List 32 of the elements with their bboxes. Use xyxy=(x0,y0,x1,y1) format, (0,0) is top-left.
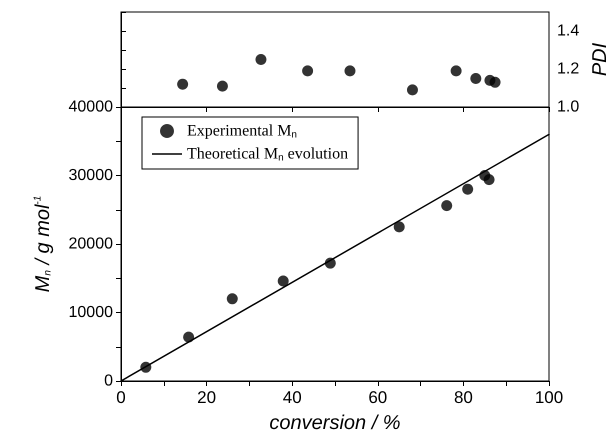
point xyxy=(470,73,482,84)
point xyxy=(278,275,289,286)
point xyxy=(450,65,462,76)
point xyxy=(394,221,405,232)
point xyxy=(216,80,228,92)
point xyxy=(484,174,495,186)
x-tick-label: 100 xyxy=(534,388,564,407)
point xyxy=(344,65,356,76)
y-axis-title: PDI xyxy=(589,42,611,76)
point xyxy=(302,65,314,76)
point xyxy=(255,54,266,65)
y-tick-label: 1.0 xyxy=(557,98,580,116)
point xyxy=(462,184,474,195)
point xyxy=(177,78,188,90)
x-axis-title: conversion / % xyxy=(269,412,401,434)
x-tick-label: 20 xyxy=(197,388,216,407)
y-tick-label: 1.4 xyxy=(557,22,580,40)
y-tick-label: 20000 xyxy=(68,236,114,252)
y-tick-label: 40000 xyxy=(68,98,114,116)
x-tick-label: 40 xyxy=(282,388,302,407)
y-tick-label: 30000 xyxy=(68,167,114,184)
x-tick-label: 80 xyxy=(454,388,473,407)
point xyxy=(441,200,452,212)
point xyxy=(406,84,418,96)
y-axis-title: Mn / g mol-1 xyxy=(32,196,54,292)
y-tick-label: 1.2 xyxy=(557,60,580,78)
x-tick-label: 0 xyxy=(116,388,126,407)
point xyxy=(490,76,501,88)
x-tick-label: 60 xyxy=(368,388,388,407)
y-tick-label: 10000 xyxy=(68,304,114,321)
point xyxy=(226,293,238,304)
y-tick-label: 0 xyxy=(104,372,114,390)
